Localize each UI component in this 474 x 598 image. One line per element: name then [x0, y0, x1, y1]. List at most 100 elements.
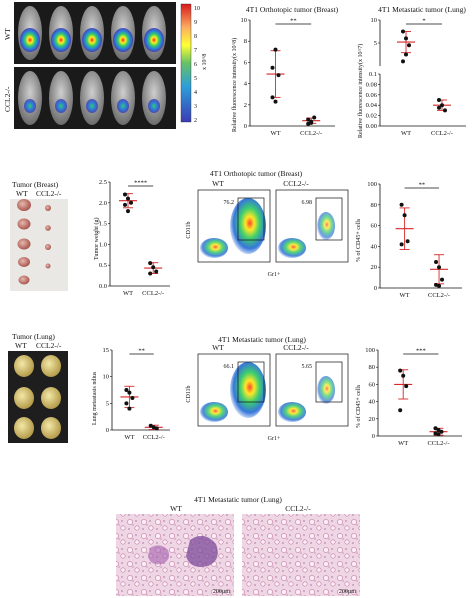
colorbar-tick-label: 3 — [194, 104, 197, 110]
y-tick-label: 4 — [244, 81, 248, 88]
tumor-wt — [18, 257, 30, 267]
y-tick-label: 100 — [367, 181, 377, 188]
flow-group-label: CCL2-/- — [283, 179, 309, 188]
chart-tumor-weight-plot: 0.0 0.5 1.0 1.5 2.0 2.5 WT CCL2-/- **** — [99, 179, 170, 297]
luminescence-signal — [51, 28, 71, 52]
y-tick-label: 20 — [371, 264, 378, 271]
data-point — [436, 432, 441, 437]
flow-gate — [315, 197, 343, 241]
y-tick-label: 0 — [244, 123, 247, 130]
data-point — [276, 73, 281, 78]
y-tick-label: 0.00 — [366, 123, 377, 130]
breast-tumor-specimens — [17, 199, 51, 285]
flow-density-cluster — [317, 212, 335, 240]
x-tick-label: CCL2-/- — [143, 434, 165, 441]
chart-ylabel: Relative fluorescence intensity(x 10^8) — [231, 38, 238, 132]
y-tick-label: 8 — [244, 38, 247, 45]
flow-density-cluster — [200, 402, 228, 422]
x-tick-label: WT — [401, 130, 411, 137]
data-point — [436, 427, 441, 432]
flow-title: 4T1 Orthotopic tumor (Breast) — [210, 169, 303, 178]
luminescence-signal — [117, 99, 129, 113]
data-point — [126, 196, 130, 201]
y-tick-label: 5 — [106, 400, 109, 407]
ivis-wt-label: WT — [3, 28, 12, 40]
tumor-ko — [45, 225, 51, 231]
chart-ylabel: Lung metastasis ndius — [92, 371, 98, 425]
y-tick-label: 0.1 — [369, 71, 377, 78]
chart-breast-fluor-plot: 0 2 4 6 8 10 WT CCL2-/- ** — [241, 17, 335, 137]
tumor-wt — [17, 199, 31, 211]
chart-ylabel: Tumor weight (g) — [93, 218, 100, 260]
flow-lung: 4T1 Metastatic tumor (Lung) WT 66.1 CCL2-/… — [186, 335, 349, 442]
photo-ko-label: CCL2-/- — [36, 341, 62, 350]
x-tick-label: WT — [400, 292, 410, 299]
y-tick-label: 10 — [241, 17, 248, 24]
luminescence-signal — [113, 28, 133, 52]
flow-gate-value: 76.2 — [224, 200, 235, 206]
data-point — [148, 261, 153, 266]
x-tick-label: WT — [123, 290, 133, 297]
x-tick-label: CCL2-/- — [431, 130, 453, 137]
data-point — [399, 242, 404, 247]
data-point — [434, 282, 439, 287]
flow-xlabel: Gr1+ — [268, 272, 281, 278]
flow-xlabel: Gr1+ — [268, 436, 281, 442]
significance-label: ** — [290, 18, 297, 25]
y-tick-label: 40 — [369, 399, 376, 406]
lung-wt — [14, 355, 34, 377]
luminescence-signal — [20, 28, 40, 52]
data-point — [404, 384, 409, 389]
data-point — [404, 36, 408, 41]
histology-ko-image — [242, 514, 360, 596]
scale-bar-wt: 200µm — [213, 589, 230, 595]
data-point — [399, 202, 404, 207]
flow-gate-value: 66.1 — [224, 364, 235, 370]
y-tick-label: 0.02 — [366, 113, 377, 120]
photo-title: Tumor (Breast) — [12, 180, 59, 189]
data-point — [440, 103, 444, 108]
y-tick-label: 0.06 — [366, 92, 378, 99]
data-point — [148, 423, 153, 428]
flow-ylabel: CD11b — [186, 221, 192, 238]
mouse-body — [18, 71, 42, 125]
flow-gate-value: 5.65 — [302, 364, 313, 370]
photo-wt-label: WT — [16, 189, 28, 198]
y-tick-label: 0.04 — [366, 102, 378, 109]
data-point — [126, 209, 130, 214]
y-tick-label: 60 — [369, 381, 376, 388]
chart-tumor-weight: Tumor weight (g) 0.0 0.5 1.0 1.5 2.0 2.5 WT CCL… — [93, 179, 170, 297]
significance-label: ** — [138, 348, 145, 355]
colorbar-tick-label: 10 — [194, 6, 200, 12]
luminescence-signal — [148, 99, 160, 113]
chart-title: 4T1 Metastatic tumor (Lung) — [378, 5, 466, 14]
flow-breast-plots: WT 76.2 CCL2-/- 6.98 CD11b Gr1+ — [186, 179, 349, 278]
breast-tumor-photo: Tumor (Breast) WT CCL2-/- — [10, 180, 68, 291]
lung-wt — [14, 387, 34, 409]
flow-density-cluster — [230, 362, 266, 418]
luminescence-signal — [55, 99, 67, 113]
chart-title: 4T1 Orthotopic tumor (Breast) — [246, 5, 339, 14]
data-point — [312, 115, 317, 120]
photo-ko-label: CCL2-/- — [36, 189, 62, 198]
lung-wt — [14, 417, 34, 439]
data-point — [437, 265, 442, 270]
colorbar-tick-label: 5 — [194, 76, 197, 82]
chart-lung-nodules: Lung metastasis ndius 0 5 10 15 WT CCL2-/- ** — [92, 347, 170, 441]
ivis-colorbar-ticks: 10 9 8 7 6 5 4 3 2 — [194, 6, 200, 124]
significance-label: *** — [416, 348, 426, 355]
data-point — [398, 368, 403, 373]
y-tick-label: 2 — [244, 102, 247, 109]
data-point — [402, 213, 407, 218]
data-point — [270, 65, 275, 70]
tumor-wt — [18, 275, 30, 285]
ivis-panel: WT CCL2-/- 10 9 8 7 6 5 4 3 2 x 10^8 — [3, 2, 208, 129]
lung-ko — [41, 417, 61, 439]
data-point — [443, 108, 447, 113]
data-point — [434, 260, 439, 264]
y-tick-label: 0 — [106, 427, 109, 434]
chart-lung-nodules-plot: 0 5 10 15 WT CCL2-/- ** — [103, 347, 170, 441]
histology-panel: 4T1 Metastatic tumor (Lung) WT CCL2-/- 2… — [116, 495, 360, 596]
ivis-ko-mice — [18, 71, 166, 125]
lung-ko — [41, 387, 61, 409]
